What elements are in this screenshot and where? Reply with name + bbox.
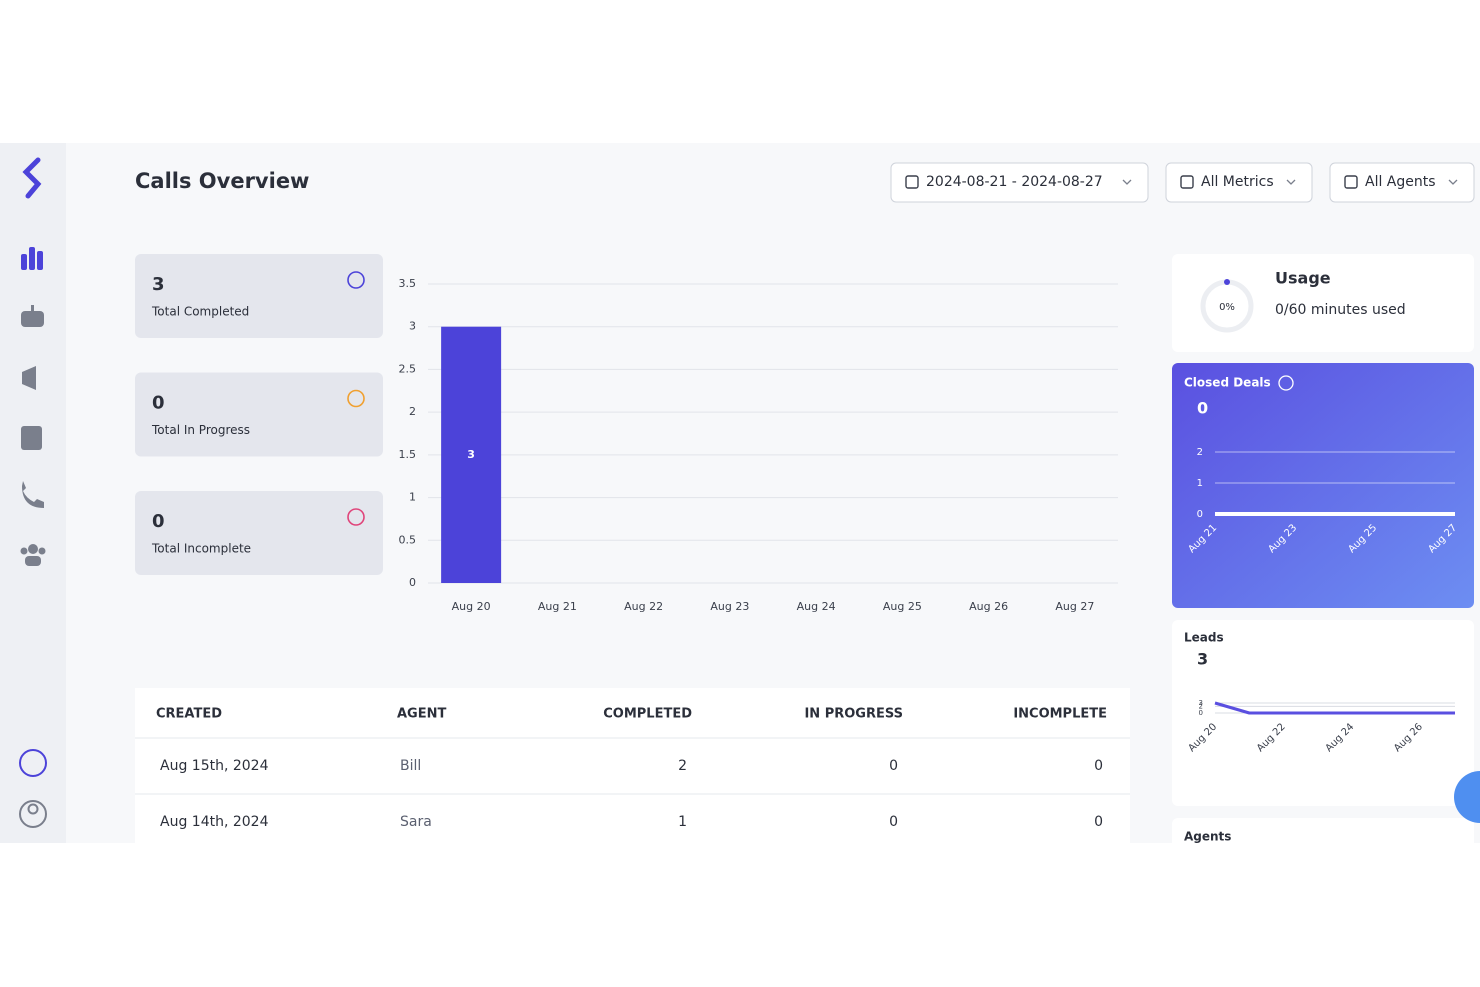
table-cell: 0 — [1094, 814, 1103, 830]
nav-campaigns[interactable] — [22, 366, 36, 390]
table-cell: Sara — [400, 814, 432, 830]
x-tick-label: Aug 27 — [1055, 600, 1094, 613]
column-header: IN PROGRESS — [804, 707, 903, 722]
stat-value: 3 — [152, 274, 165, 295]
filter-icon — [1180, 175, 1194, 189]
y-tick-label: 0 — [1197, 509, 1203, 520]
y-tick-label: 1 — [409, 491, 416, 504]
filter-dropdown[interactable] — [890, 162, 1149, 203]
nav-analytics[interactable] — [21, 247, 43, 270]
stat-value: 0 — [152, 393, 165, 414]
nav-knowledge[interactable] — [21, 426, 42, 450]
x-tick-label: Aug 22 — [624, 600, 663, 613]
agents-card — [1172, 818, 1474, 843]
filter-label: All Agents — [1365, 174, 1436, 190]
table-cell: 1 — [678, 814, 687, 830]
leads-title: Leads — [1184, 631, 1224, 645]
y-tick-label: 2 — [1199, 702, 1203, 710]
y-tick-label: 2 — [1197, 447, 1203, 458]
stat-label: Total In Progress — [151, 423, 250, 437]
line-series — [1214, 701, 1455, 715]
stat-card — [135, 491, 383, 575]
column-header: AGENT — [397, 707, 446, 722]
y-tick-label: 1 — [1197, 478, 1203, 489]
x-tick-label: Aug 23 — [710, 600, 749, 613]
page-title: Calls Overview — [135, 169, 309, 193]
nav-profile[interactable] — [19, 800, 47, 828]
table-cell: Bill — [400, 758, 421, 774]
usage-text: 0/60 minutes used — [1275, 302, 1406, 318]
stat-icon — [347, 271, 365, 289]
filter-icon — [905, 175, 919, 189]
y-tick-label: 0 — [1199, 709, 1203, 717]
table-cell: 0 — [1094, 758, 1103, 774]
x-tick-label: Aug 24 — [797, 600, 836, 613]
table — [135, 688, 1130, 843]
stat-value: 0 — [152, 511, 165, 532]
x-tick-label: Aug 26 — [969, 600, 1008, 613]
stat-icon — [347, 389, 365, 408]
y-tick-label: 3 — [1199, 699, 1203, 707]
nav-calls[interactable] — [22, 481, 44, 508]
closed-deals-title: Closed Deals — [1184, 376, 1271, 390]
column-header: INCOMPLETE — [1013, 707, 1107, 722]
filter-label: 2024-08-21 - 2024-08-27 — [926, 174, 1103, 190]
usage-dot — [1224, 279, 1230, 285]
usage-percent: 0% — [1219, 302, 1235, 313]
agents-title: Agents — [1184, 830, 1231, 844]
chevron — [1448, 179, 1458, 185]
y-tick-label: 1.5 — [399, 448, 417, 461]
filter-dropdown[interactable] — [1165, 162, 1313, 203]
stat-label: Total Completed — [151, 305, 249, 319]
closed-deals-total: 0 — [1197, 399, 1208, 418]
filter-dropdown[interactable] — [1329, 162, 1475, 203]
y-tick-label: 3.5 — [399, 277, 417, 290]
filter-icon — [1344, 175, 1358, 189]
y-tick-label: 3 — [409, 320, 416, 333]
chevron — [1122, 179, 1132, 185]
column-header: CREATED — [156, 707, 222, 722]
nav-team[interactable] — [20, 544, 46, 566]
x-tick-label: Aug 21 — [538, 600, 577, 613]
info-icon[interactable] — [1278, 375, 1294, 391]
y-tick-label: 2 — [409, 405, 416, 418]
closed-deals-card — [1172, 363, 1474, 608]
bar-value-label: 3 — [467, 448, 475, 461]
stat-icon — [347, 508, 365, 526]
chat-button[interactable] — [1454, 771, 1480, 823]
nav-help[interactable] — [19, 749, 47, 777]
profile-head — [27, 803, 39, 815]
stat-card — [135, 372, 383, 457]
table-cell: 2 — [678, 758, 687, 774]
x-tick-label: Aug 25 — [883, 600, 922, 613]
table-cell: Aug 15th, 2024 — [160, 758, 269, 774]
usage-title: Usage — [1275, 269, 1331, 288]
table-cell: Aug 14th, 2024 — [160, 814, 269, 830]
usage-card — [1172, 254, 1474, 352]
table-cell: 0 — [889, 758, 898, 774]
y-tick-label: 0.5 — [399, 533, 417, 546]
stat-label: Total Incomplete — [151, 542, 251, 556]
y-tick-label: 2.5 — [399, 362, 417, 375]
column-header: COMPLETED — [603, 707, 692, 722]
x-tick-label: Aug 20 — [452, 600, 491, 613]
y-tick-label: 0 — [409, 576, 416, 589]
logo[interactable] — [22, 157, 42, 199]
chevron — [1286, 179, 1296, 185]
leads-total: 3 — [1197, 650, 1208, 669]
table-cell: 0 — [889, 814, 898, 830]
filter-label: All Metrics — [1201, 174, 1274, 190]
stat-card — [135, 254, 383, 338]
nav-bots[interactable] — [21, 305, 44, 327]
bar[interactable] — [441, 326, 502, 583]
